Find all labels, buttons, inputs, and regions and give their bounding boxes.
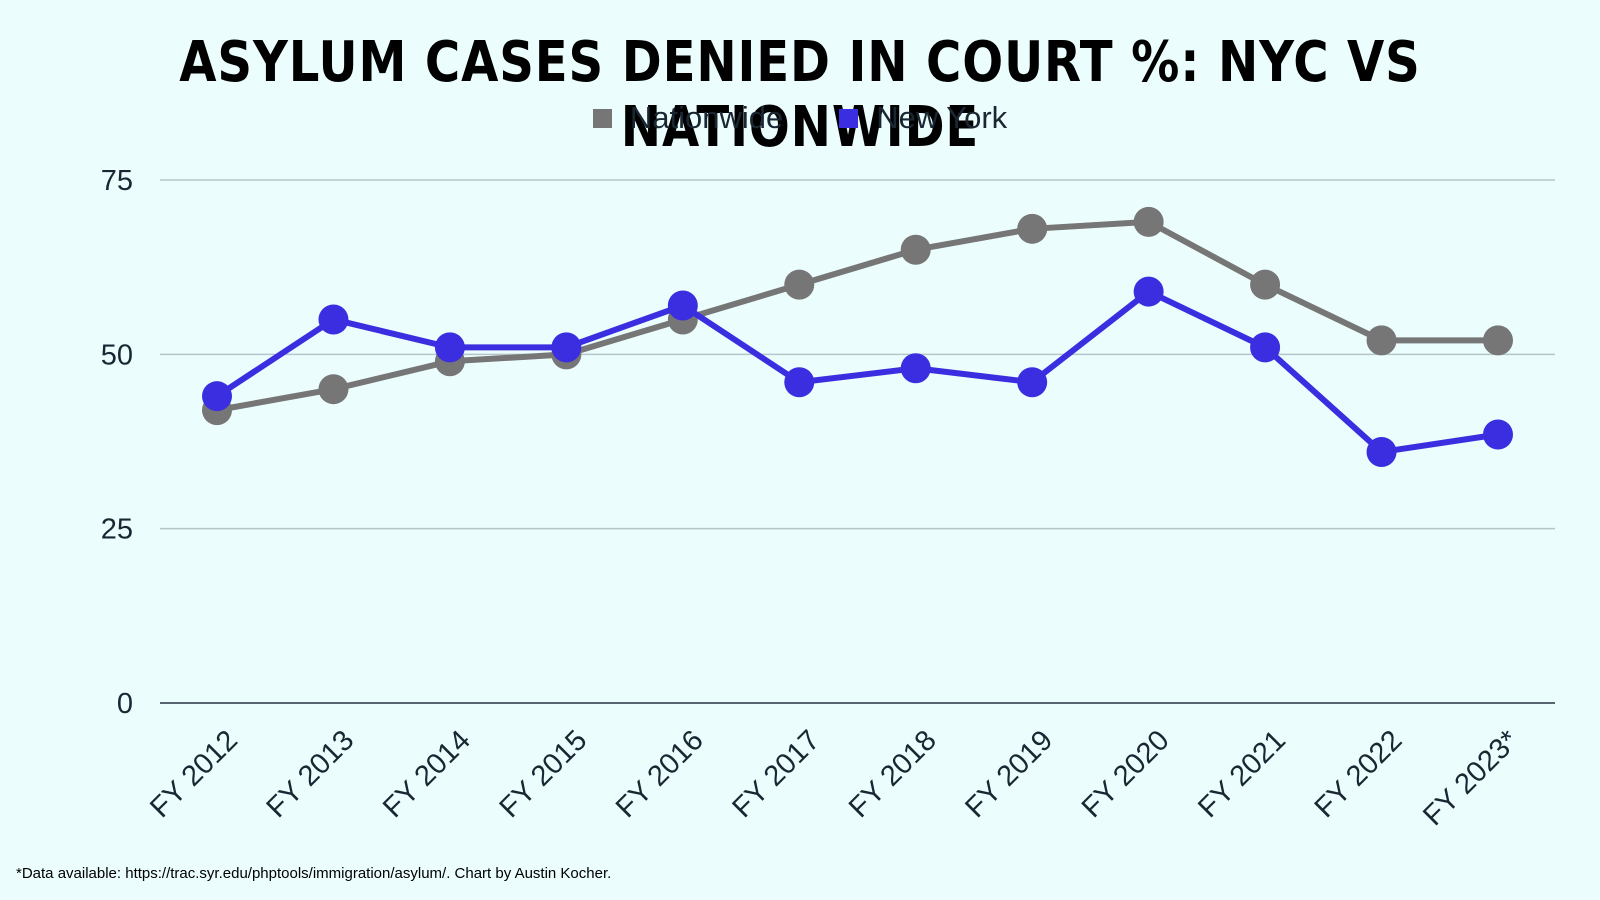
data-point-nationwide (900, 234, 931, 265)
data-point-new-york (1366, 436, 1397, 467)
x-tick-label: FY 2013 (261, 724, 361, 824)
data-point-nationwide (784, 269, 815, 300)
legend-item-new-york: New York (839, 100, 1007, 136)
data-point-new-york (551, 332, 582, 363)
data-point-new-york (1133, 276, 1164, 307)
legend: Nationwide New York (0, 100, 1600, 136)
x-tick-label: FY 2019 (959, 724, 1059, 824)
y-tick-label-25: 25 (101, 514, 133, 546)
x-tick-label: FY 2014 (377, 724, 477, 824)
series-line-new-york (214, 288, 1501, 455)
legend-label-new-york: New York (876, 100, 1008, 135)
x-tick-label: FY 2017 (726, 724, 826, 824)
data-point-new-york (900, 353, 931, 384)
x-tick-label: FY 2022 (1309, 724, 1409, 824)
legend-swatch-nationwide (592, 108, 612, 128)
data-point-nationwide (1133, 206, 1164, 237)
data-point-new-york (784, 367, 815, 398)
legend-label-nationwide: Nationwide (629, 100, 784, 135)
data-point-nationwide (1366, 325, 1397, 356)
data-point-nationwide (1017, 213, 1048, 244)
legend-item-nationwide: Nationwide (592, 100, 784, 136)
footnote: *Data available: https://trac.syr.edu/ph… (16, 865, 612, 882)
x-tick-label: FY 2012 (144, 724, 244, 824)
y-tick-label-0: 0 (117, 688, 133, 720)
data-point-new-york (318, 304, 349, 335)
series-line-nationwide (214, 218, 1501, 414)
data-point-new-york (434, 332, 465, 363)
x-tick-label: FY 2016 (610, 724, 710, 824)
x-tick-label: FY 2023* (1417, 724, 1525, 832)
y-tick-label-50: 50 (101, 339, 133, 371)
data-point-new-york (1017, 367, 1048, 398)
x-tick-label: FY 2021 (1192, 724, 1292, 824)
y-tick-label-75: 75 (101, 165, 133, 197)
data-point-new-york (1483, 419, 1513, 450)
data-point-new-york (202, 381, 232, 412)
data-point-nationwide (1483, 325, 1513, 356)
chart-title: ASYLUM CASES DENIED IN COURT %: NYC VS N… (179, 30, 1421, 160)
x-tick-label: FY 2020 (1076, 724, 1176, 824)
data-point-new-york (1250, 332, 1281, 363)
x-tick-label: FY 2015 (494, 724, 594, 824)
data-point-nationwide (318, 374, 349, 405)
data-point-nationwide (1250, 269, 1281, 300)
data-point-new-york (667, 290, 698, 321)
x-tick-label: FY 2018 (843, 724, 943, 824)
legend-swatch-new-york (839, 108, 859, 128)
